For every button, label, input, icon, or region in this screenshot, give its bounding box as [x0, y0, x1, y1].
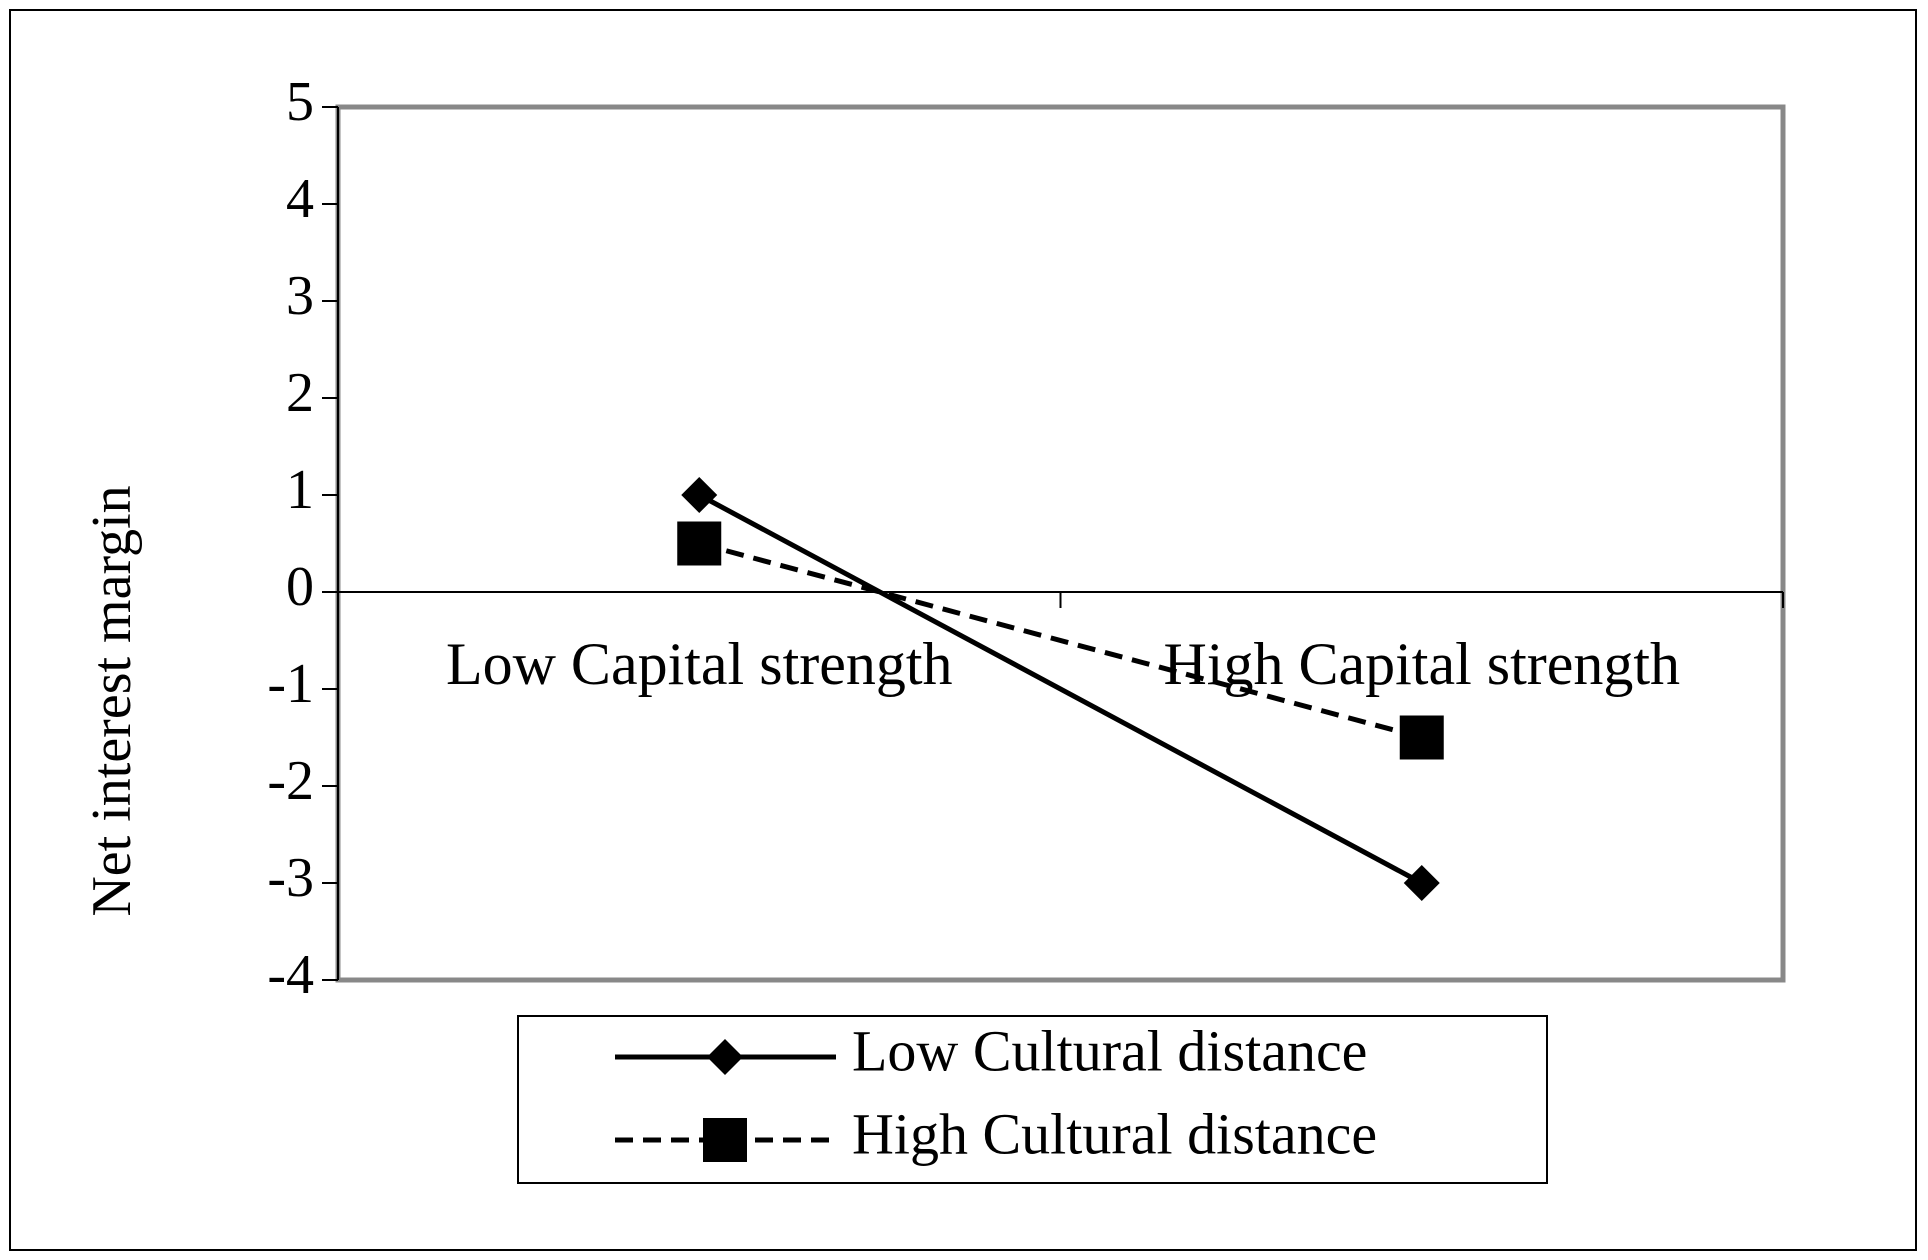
- y-tick-label: 2: [286, 362, 314, 424]
- data-point: [1403, 865, 1440, 901]
- legend-label: High Cultural distance: [852, 1101, 1377, 1166]
- data-point: [1399, 715, 1444, 760]
- legend-marker: [707, 1039, 743, 1075]
- series-line: [698, 492, 1423, 886]
- y-tick-label: -2: [267, 750, 314, 812]
- x-tick-label: Low Capital strength: [446, 631, 953, 697]
- y-tick-label: 4: [286, 168, 314, 230]
- data-point: [677, 521, 722, 566]
- y-tick-label: 0: [286, 556, 314, 618]
- y-tick-label: 5: [286, 71, 314, 133]
- legend-label: Low Cultural distance: [852, 1018, 1367, 1083]
- legend-marker: [703, 1118, 747, 1162]
- y-tick-label: -4: [267, 944, 314, 1006]
- legend-box: [517, 1015, 1548, 1184]
- y-tick-label: -3: [267, 847, 314, 909]
- y-tick-label: -1: [267, 653, 314, 715]
- y-tick-label: 1: [286, 459, 314, 521]
- y-tick-label: 3: [286, 265, 314, 327]
- series-line: [698, 541, 1423, 740]
- data-point: [681, 477, 718, 513]
- y-axis-label: Net interest margin: [81, 485, 143, 916]
- x-tick-label: High Capital strength: [1163, 631, 1680, 697]
